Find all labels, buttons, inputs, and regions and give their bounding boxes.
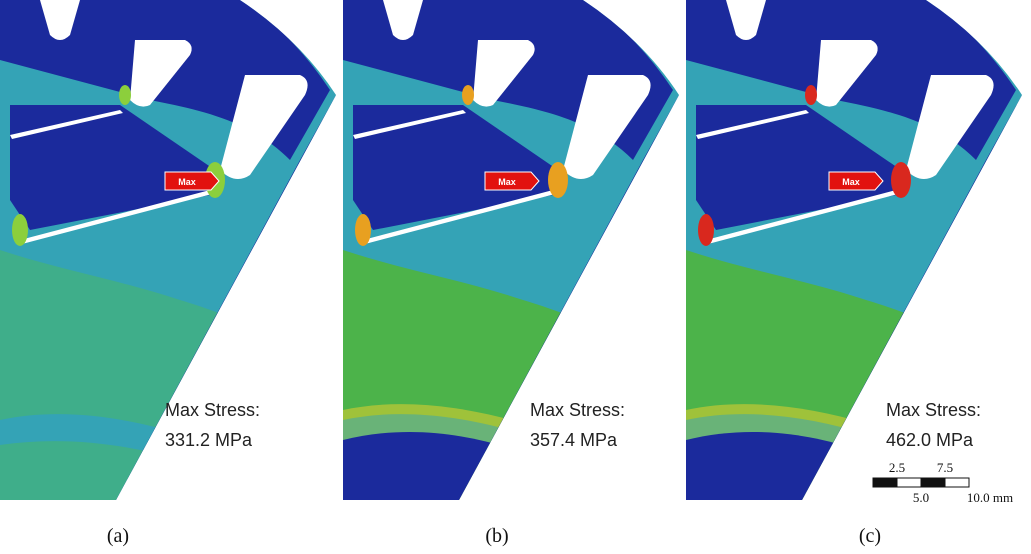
- marker-label: Max: [498, 177, 516, 187]
- scale-label: 5.0: [913, 490, 929, 505]
- stress-label: Max Stress:: [530, 400, 625, 420]
- scale-bar: 2.5 7.5 5.0 10.0 mm: [873, 460, 1013, 505]
- marker-label: Max: [842, 177, 860, 187]
- scale-label: 7.5: [937, 460, 953, 475]
- stress-value: 357.4 MPa: [530, 430, 618, 450]
- scale-segment: [873, 478, 897, 487]
- hotspot: [891, 162, 911, 198]
- max-marker: Max: [829, 172, 883, 190]
- scale-segment: [945, 478, 969, 487]
- fea-panel: Max Max Stress: 331.2 MPa (a): [0, 0, 340, 547]
- hotspot: [805, 85, 817, 105]
- figure: Max Max Stress: 331.2 MPa (a) Max Max Stress:…: [0, 0, 1031, 554]
- scale-segment: [921, 478, 945, 487]
- panel-caption: (c): [859, 525, 881, 547]
- stress-value: 462.0 MPa: [886, 430, 974, 450]
- hotspot: [462, 85, 474, 105]
- stress-plot: [686, 0, 1026, 500]
- hotspot: [119, 85, 131, 105]
- max-marker: Max: [485, 172, 539, 190]
- hotspot: [355, 214, 371, 246]
- stress-label: Max Stress:: [886, 400, 981, 420]
- scale-segment: [897, 478, 921, 487]
- fea-panel: Max Max Stress: 357.4 MPa (b): [343, 0, 683, 547]
- hotspot: [698, 214, 714, 246]
- panel-caption: (a): [107, 525, 129, 547]
- max-marker: Max: [165, 172, 219, 190]
- hotspot: [548, 162, 568, 198]
- hotspot: [12, 214, 28, 246]
- marker-label: Max: [178, 177, 196, 187]
- scale-label: 10.0 mm: [967, 490, 1013, 505]
- panel-caption: (b): [485, 525, 508, 547]
- stress-plot: [343, 0, 683, 500]
- fea-panel: Max Max Stress: 462.0 MPa (c): [686, 0, 1026, 547]
- blue-ring: [686, 432, 906, 500]
- scale-label: 2.5: [889, 460, 905, 475]
- stress-value: 331.2 MPa: [165, 430, 253, 450]
- stress-plot: [0, 0, 340, 500]
- stress-label: Max Stress:: [165, 400, 260, 420]
